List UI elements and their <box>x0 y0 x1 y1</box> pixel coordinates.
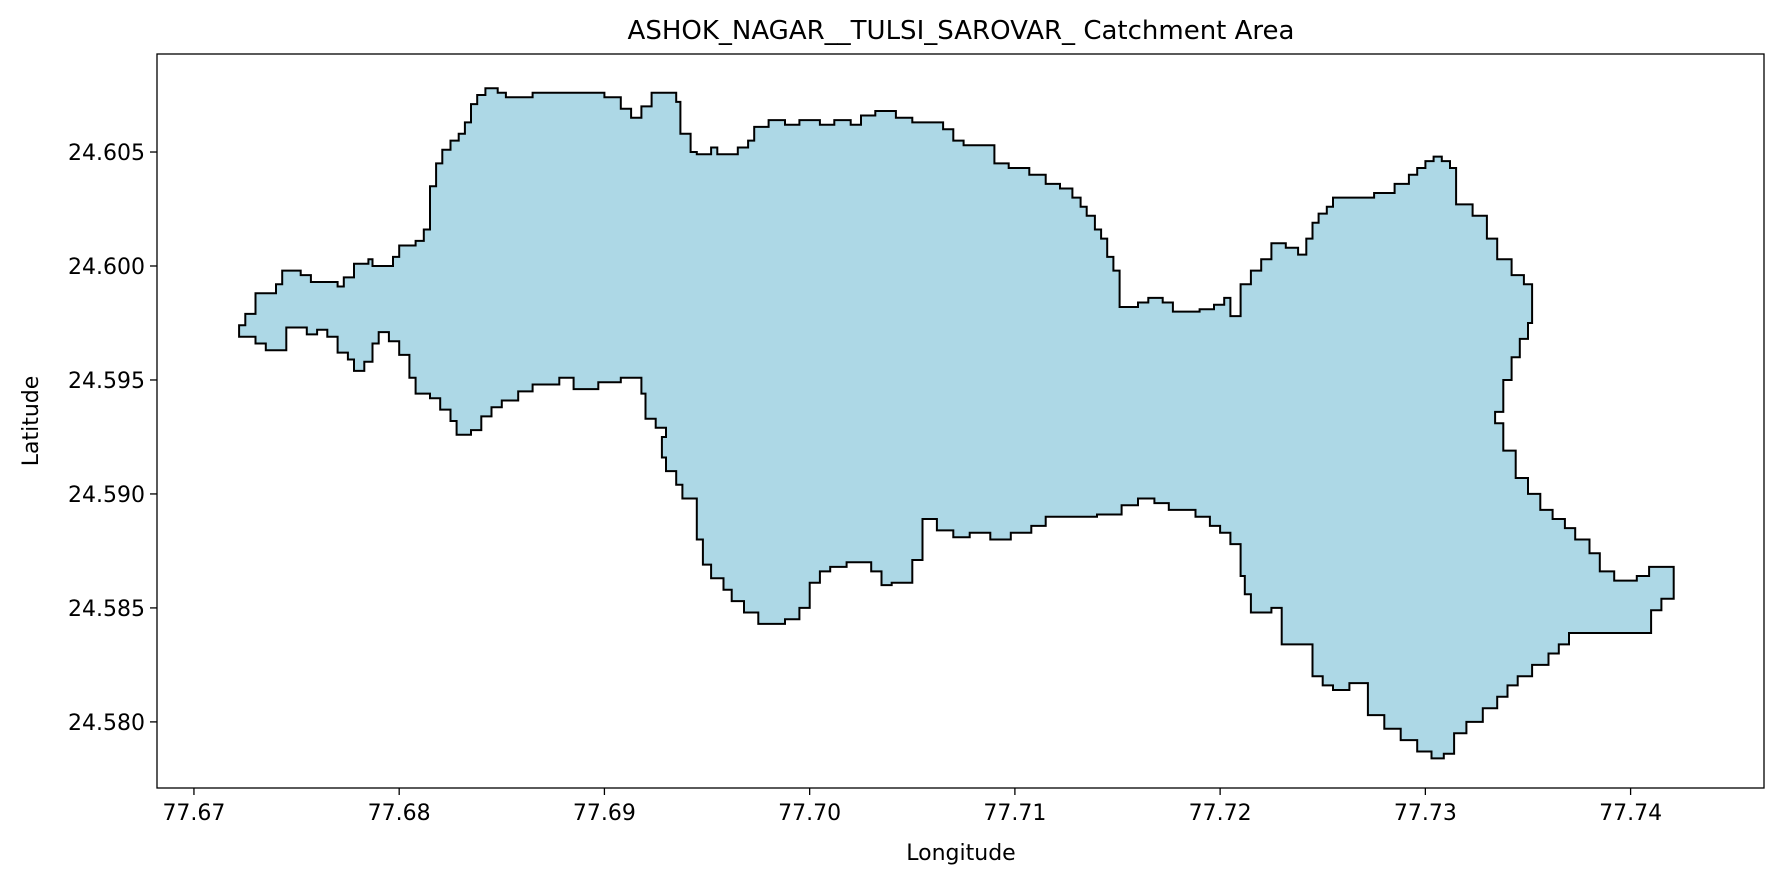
y-axis-title: Latitude <box>19 376 44 467</box>
plot-frame <box>156 53 1765 789</box>
x-tick-label: 77.71 <box>983 801 1046 826</box>
y-tick-label: 24.605 <box>68 141 145 166</box>
catchment-area-polygon <box>238 87 1675 760</box>
y-tick-label: 24.580 <box>68 711 145 736</box>
y-tick-label: 24.595 <box>68 369 145 394</box>
x-tick-label: 77.72 <box>1189 801 1252 826</box>
y-axis-ticks: 24.580 24.585 24.590 24.595 24.600 24.605 <box>68 141 157 736</box>
x-tick-label: 77.69 <box>573 801 636 826</box>
y-tick-label: 24.590 <box>68 483 145 508</box>
x-tick-label: 77.68 <box>368 801 431 826</box>
x-tick-label: 77.67 <box>162 801 225 826</box>
chart-title: ASHOK_NAGAR__TULSI_SAROVAR_ Catchment Ar… <box>628 16 1295 46</box>
x-tick-label: 77.70 <box>778 801 841 826</box>
y-tick-label: 24.600 <box>68 255 145 280</box>
x-axis-title: Longitude <box>906 841 1015 866</box>
y-tick-label: 24.585 <box>68 597 145 622</box>
x-axis-ticks: 77.67 77.68 77.69 77.70 77.71 77.72 77.73 77.74 <box>162 788 1662 826</box>
x-tick-label: 77.73 <box>1394 801 1457 826</box>
x-tick-label: 77.74 <box>1599 801 1662 826</box>
